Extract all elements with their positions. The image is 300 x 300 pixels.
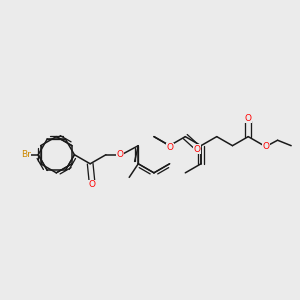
Text: O: O <box>245 113 252 122</box>
Text: O: O <box>166 143 173 152</box>
Text: O: O <box>117 150 124 159</box>
Text: O: O <box>262 142 269 151</box>
Text: O: O <box>194 145 200 154</box>
Text: Br: Br <box>21 150 31 159</box>
Text: O: O <box>88 180 95 189</box>
